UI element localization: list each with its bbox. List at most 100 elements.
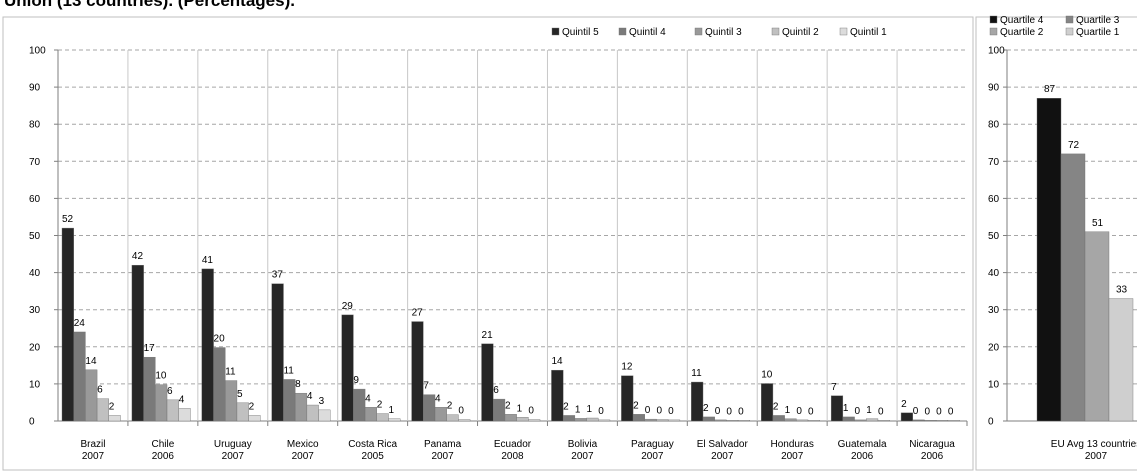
bar [878,420,890,421]
data-label: 7 [831,382,837,393]
bar [249,415,261,421]
bar [85,370,97,421]
x-tick-label: Mexico [287,439,319,450]
data-label: 37 [272,270,284,281]
y-tick-label: 30 [988,305,1000,316]
data-label: 6 [97,385,103,396]
x-tick-label: 2007 [292,451,315,462]
data-label: 8 [295,379,301,390]
data-label: 51 [1092,218,1104,229]
data-label: 1 [866,405,872,416]
data-label: 6 [167,386,173,397]
legend-swatch [695,28,702,35]
bar [109,415,121,421]
data-label: 12 [621,362,633,373]
bar [924,420,936,421]
bar [307,405,319,421]
y-tick-label: 40 [988,268,1000,279]
data-label: 11 [691,368,702,379]
bar [575,418,587,421]
x-tick-label: 2006 [921,451,944,462]
x-tick-label: 2007 [431,451,454,462]
y-tick-label: 70 [988,157,1000,168]
bar [761,384,773,421]
bar [796,420,808,421]
legend-swatch [840,28,847,35]
data-label: 0 [715,406,721,417]
bar [866,419,878,421]
data-label: 5 [237,389,243,400]
bar [703,417,715,421]
bar [587,418,599,421]
y-tick-label: 60 [29,194,41,205]
legend-label: Quintil 5 [562,27,599,38]
legend-swatch [1066,16,1073,23]
data-label: 0 [598,406,604,417]
bar [831,396,843,421]
x-tick-label: 2007 [781,451,804,462]
bar [517,417,529,421]
bar [936,420,948,421]
bar [353,389,365,421]
y-tick-label: 0 [988,417,994,428]
data-label: 41 [202,255,214,266]
data-label: 10 [155,371,167,382]
legend-label: Quartile 3 [1076,15,1120,26]
data-label: 72 [1068,140,1080,151]
bar [1109,299,1133,421]
data-label: 1 [388,405,394,416]
bar [901,413,913,421]
bar [738,420,750,421]
bar [505,414,517,421]
data-label: 14 [551,356,563,367]
y-tick-label: 100 [29,46,46,57]
data-label: 29 [342,301,354,312]
data-label: 0 [738,407,744,418]
data-label: 24 [74,318,86,329]
bar [225,381,237,421]
data-label: 0 [726,406,732,417]
data-label: 1 [843,403,849,414]
bar [377,414,389,421]
x-tick-label: 2007 [1085,451,1108,462]
bar [412,322,424,421]
x-tick-label: Chile [151,439,174,450]
bar [447,415,459,421]
bar [656,420,668,421]
x-tick-label: 2007 [641,451,664,462]
data-label: 0 [528,406,534,417]
legend-label: Quartile 2 [1000,27,1044,38]
y-tick-label: 70 [29,157,41,168]
bar [1037,98,1061,421]
bar [295,393,307,421]
legend-swatch [619,28,626,35]
x-tick-label: El Salvador [697,439,749,450]
bar [423,395,435,421]
data-label: 0 [645,405,651,416]
bar [913,420,925,421]
legend-swatch [990,16,997,23]
y-tick-label: 100 [988,46,1005,57]
x-tick-label: Nicaragua [909,439,955,450]
bar [458,420,470,421]
bar [633,414,645,421]
y-tick-label: 10 [988,379,1000,390]
bar [621,376,633,421]
data-label: 20 [214,334,226,345]
data-label: 0 [936,407,942,418]
legend-swatch [990,28,997,35]
bar [785,419,797,421]
data-label: 33 [1116,285,1128,296]
data-label: 0 [913,406,919,417]
data-label: 0 [796,406,802,417]
data-label: 2 [901,399,907,410]
legend-swatch [552,28,559,35]
bar [528,420,540,421]
data-label: 11 [283,365,294,376]
y-tick-label: 40 [29,268,41,279]
x-tick-label: 2007 [711,451,734,462]
data-label: 6 [493,385,499,396]
data-label: 2 [773,401,779,412]
bar [144,357,156,421]
legend-swatch [772,28,779,35]
